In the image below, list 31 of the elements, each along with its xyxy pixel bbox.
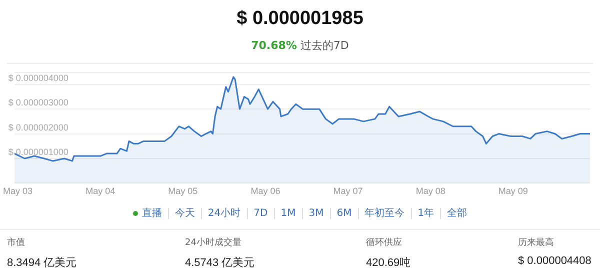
text: 420.69吨 — [366, 256, 411, 270]
text: 1年 — [418, 208, 434, 219]
x-tick-label: May 09 — [498, 186, 528, 196]
chart-title: $ 0.000001985 — [236, 8, 364, 30]
x-tick-label: May 08 — [416, 186, 446, 196]
text: 4.5743 亿美元 — [185, 256, 255, 270]
text: 7D — [254, 208, 268, 219]
y-tick-label: $ 0.000001000 — [8, 146, 68, 157]
text: 历来最高 — [518, 236, 555, 249]
x-tick-label: May 07 — [333, 186, 363, 196]
text: 循环供应 — [366, 236, 403, 249]
text: 今天 — [174, 208, 195, 219]
text: $ 0.000004408 — [518, 255, 592, 267]
x-tick-label: May 05 — [168, 186, 198, 196]
text: 年初至今 — [364, 208, 405, 219]
text: 3M — [308, 208, 324, 219]
text: 24小时成交量 — [185, 236, 242, 249]
text: 8.3494 亿美元 — [7, 256, 77, 270]
x-tick-label: May 03 — [3, 186, 33, 196]
text: 1M — [280, 208, 296, 219]
x-tick-label: May 04 — [86, 186, 116, 196]
text: 全部 — [447, 208, 468, 219]
x-tick-label: May 06 — [250, 186, 280, 196]
text: 市值 — [7, 236, 26, 249]
text: 24小时 — [208, 208, 241, 219]
y-tick-label: $ 0.000004000 — [8, 72, 68, 83]
y-tick-label: $ 0.000002000 — [8, 122, 68, 132]
text: 6M — [336, 208, 352, 219]
chart-subtitle: 70.68% 过去的7D — [250, 38, 350, 53]
text: 直播 — [142, 208, 162, 219]
y-tick-label: $ 0.000003000 — [8, 98, 68, 108]
